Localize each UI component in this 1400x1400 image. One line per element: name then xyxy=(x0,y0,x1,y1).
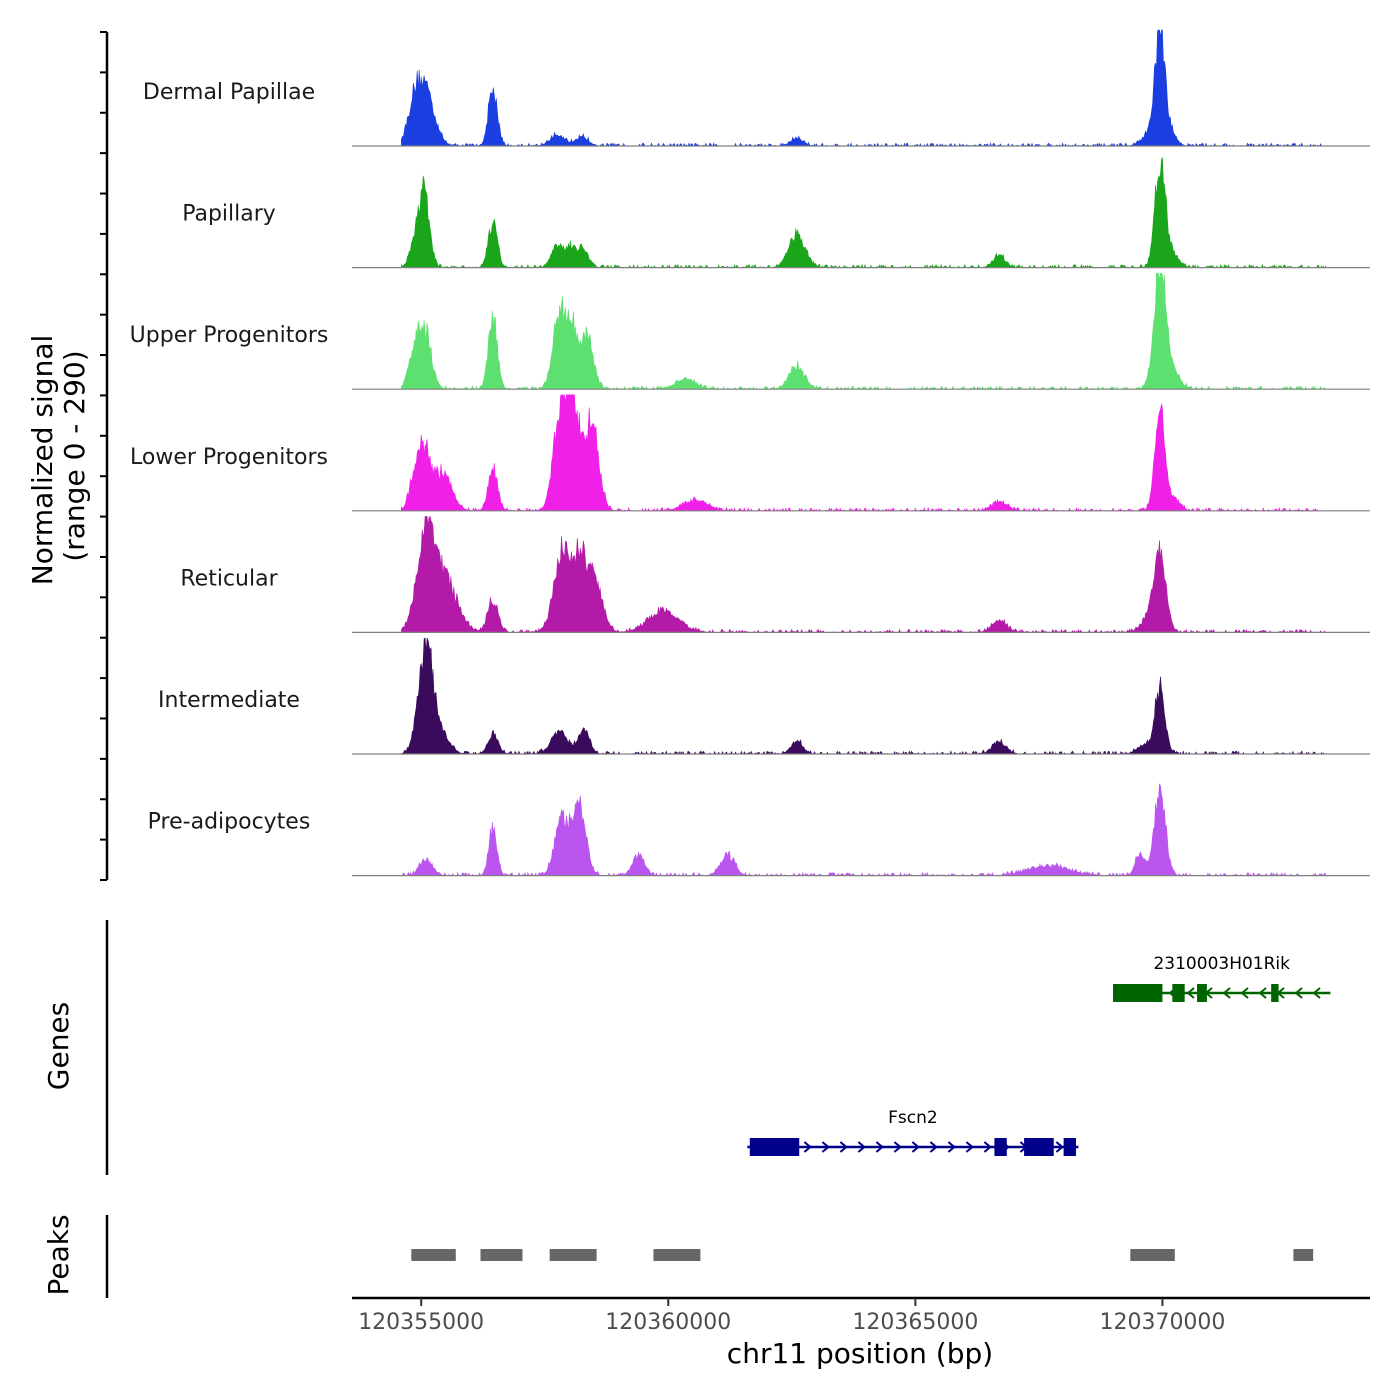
peak-region xyxy=(480,1249,523,1261)
peaks-panel-title: Peaks xyxy=(42,1214,75,1295)
track-lower-progenitors: Lower Progenitors xyxy=(130,394,1370,512)
track-label: Reticular xyxy=(180,566,278,591)
track-label: Intermediate xyxy=(158,688,300,713)
track-label: Lower Progenitors xyxy=(130,445,328,470)
track-intermediate: Intermediate xyxy=(158,637,1370,755)
strand-arrow xyxy=(893,1141,902,1153)
coverage-area xyxy=(401,783,1326,877)
strand-arrow xyxy=(803,1141,812,1153)
strand-arrow xyxy=(983,1141,992,1153)
peak-region xyxy=(1130,1249,1175,1261)
coverage-area xyxy=(401,637,1326,755)
x-tick-label: 120355000 xyxy=(358,1310,484,1335)
coverage-tracks: Dermal Papillae Papillary Upper Progenitor… xyxy=(130,29,1370,877)
track-dermal-papillae: Dermal Papillae xyxy=(143,29,1370,147)
coverage-area xyxy=(401,29,1326,147)
strand-arrow xyxy=(1186,987,1195,999)
gene-2310003h01rik: 2310003H01Rik xyxy=(1113,954,1331,1002)
genes-panel-title: Genes xyxy=(42,1002,75,1090)
coverage-area xyxy=(401,394,1326,512)
strand-arrow xyxy=(965,1141,974,1153)
x-tick-label: 120365000 xyxy=(852,1310,978,1335)
x-tick-label: 120360000 xyxy=(605,1310,731,1335)
signal-y-ticks xyxy=(100,31,107,881)
gene-exon xyxy=(1024,1138,1054,1156)
gene-exon xyxy=(1197,984,1207,1002)
gene-exon xyxy=(1063,1138,1076,1156)
coverage-area xyxy=(401,515,1327,634)
gene-name-label: 2310003H01Rik xyxy=(1153,954,1290,974)
gene-exon xyxy=(994,1138,1007,1156)
gene-annotation-panel: 2310003H01Rik Fscn2 xyxy=(747,954,1331,1156)
gene-exon xyxy=(1172,984,1185,1002)
strand-arrow xyxy=(1258,987,1267,999)
track-label: Papillary xyxy=(182,202,276,227)
strand-arrow xyxy=(839,1141,848,1153)
peak-region xyxy=(549,1249,597,1261)
coverage-area xyxy=(401,157,1326,269)
track-label: Upper Progenitors xyxy=(130,323,329,348)
peak-region xyxy=(1293,1249,1314,1261)
track-label: Dermal Papillae xyxy=(143,80,315,105)
strand-arrow xyxy=(911,1141,920,1153)
x-tick-label: 120370000 xyxy=(1099,1310,1225,1335)
x-axis-ticks: 120355000 120360000 120365000 120370000 xyxy=(358,1298,1225,1335)
strand-arrow xyxy=(1055,1141,1064,1153)
peak-region xyxy=(411,1249,456,1261)
track-papillary: Papillary xyxy=(182,157,1370,269)
track-reticular: Reticular xyxy=(180,515,1370,634)
strand-arrow xyxy=(1312,987,1321,999)
track-label: Pre-adipocytes xyxy=(148,810,311,835)
track-pre-adipocytes: Pre-adipocytes xyxy=(148,783,1370,877)
gene-exon xyxy=(749,1138,800,1156)
track-upper-progenitors: Upper Progenitors xyxy=(130,272,1370,391)
gene-name-label: Fscn2 xyxy=(888,1108,938,1128)
strand-arrow xyxy=(947,1141,956,1153)
strand-arrow xyxy=(857,1141,866,1153)
strand-arrow xyxy=(1294,987,1303,999)
strand-arrow xyxy=(875,1141,884,1153)
gene-fscn2: Fscn2 xyxy=(747,1108,1079,1156)
strand-arrow xyxy=(1222,987,1231,999)
peak-region-panel xyxy=(411,1249,1314,1261)
gene-exon xyxy=(1113,984,1163,1002)
coverage-area xyxy=(401,272,1327,391)
gene-exon xyxy=(1271,984,1279,1002)
strand-arrow xyxy=(1240,987,1249,999)
strand-arrow xyxy=(821,1141,830,1153)
strand-arrow xyxy=(929,1141,938,1153)
x-axis-title: chr11 position (bp) xyxy=(727,1337,993,1370)
y-axis-title-line2: (range 0 - 290) xyxy=(58,350,91,561)
y-axis-title-line1: Normalized signal xyxy=(26,335,59,586)
peak-region xyxy=(653,1249,701,1261)
